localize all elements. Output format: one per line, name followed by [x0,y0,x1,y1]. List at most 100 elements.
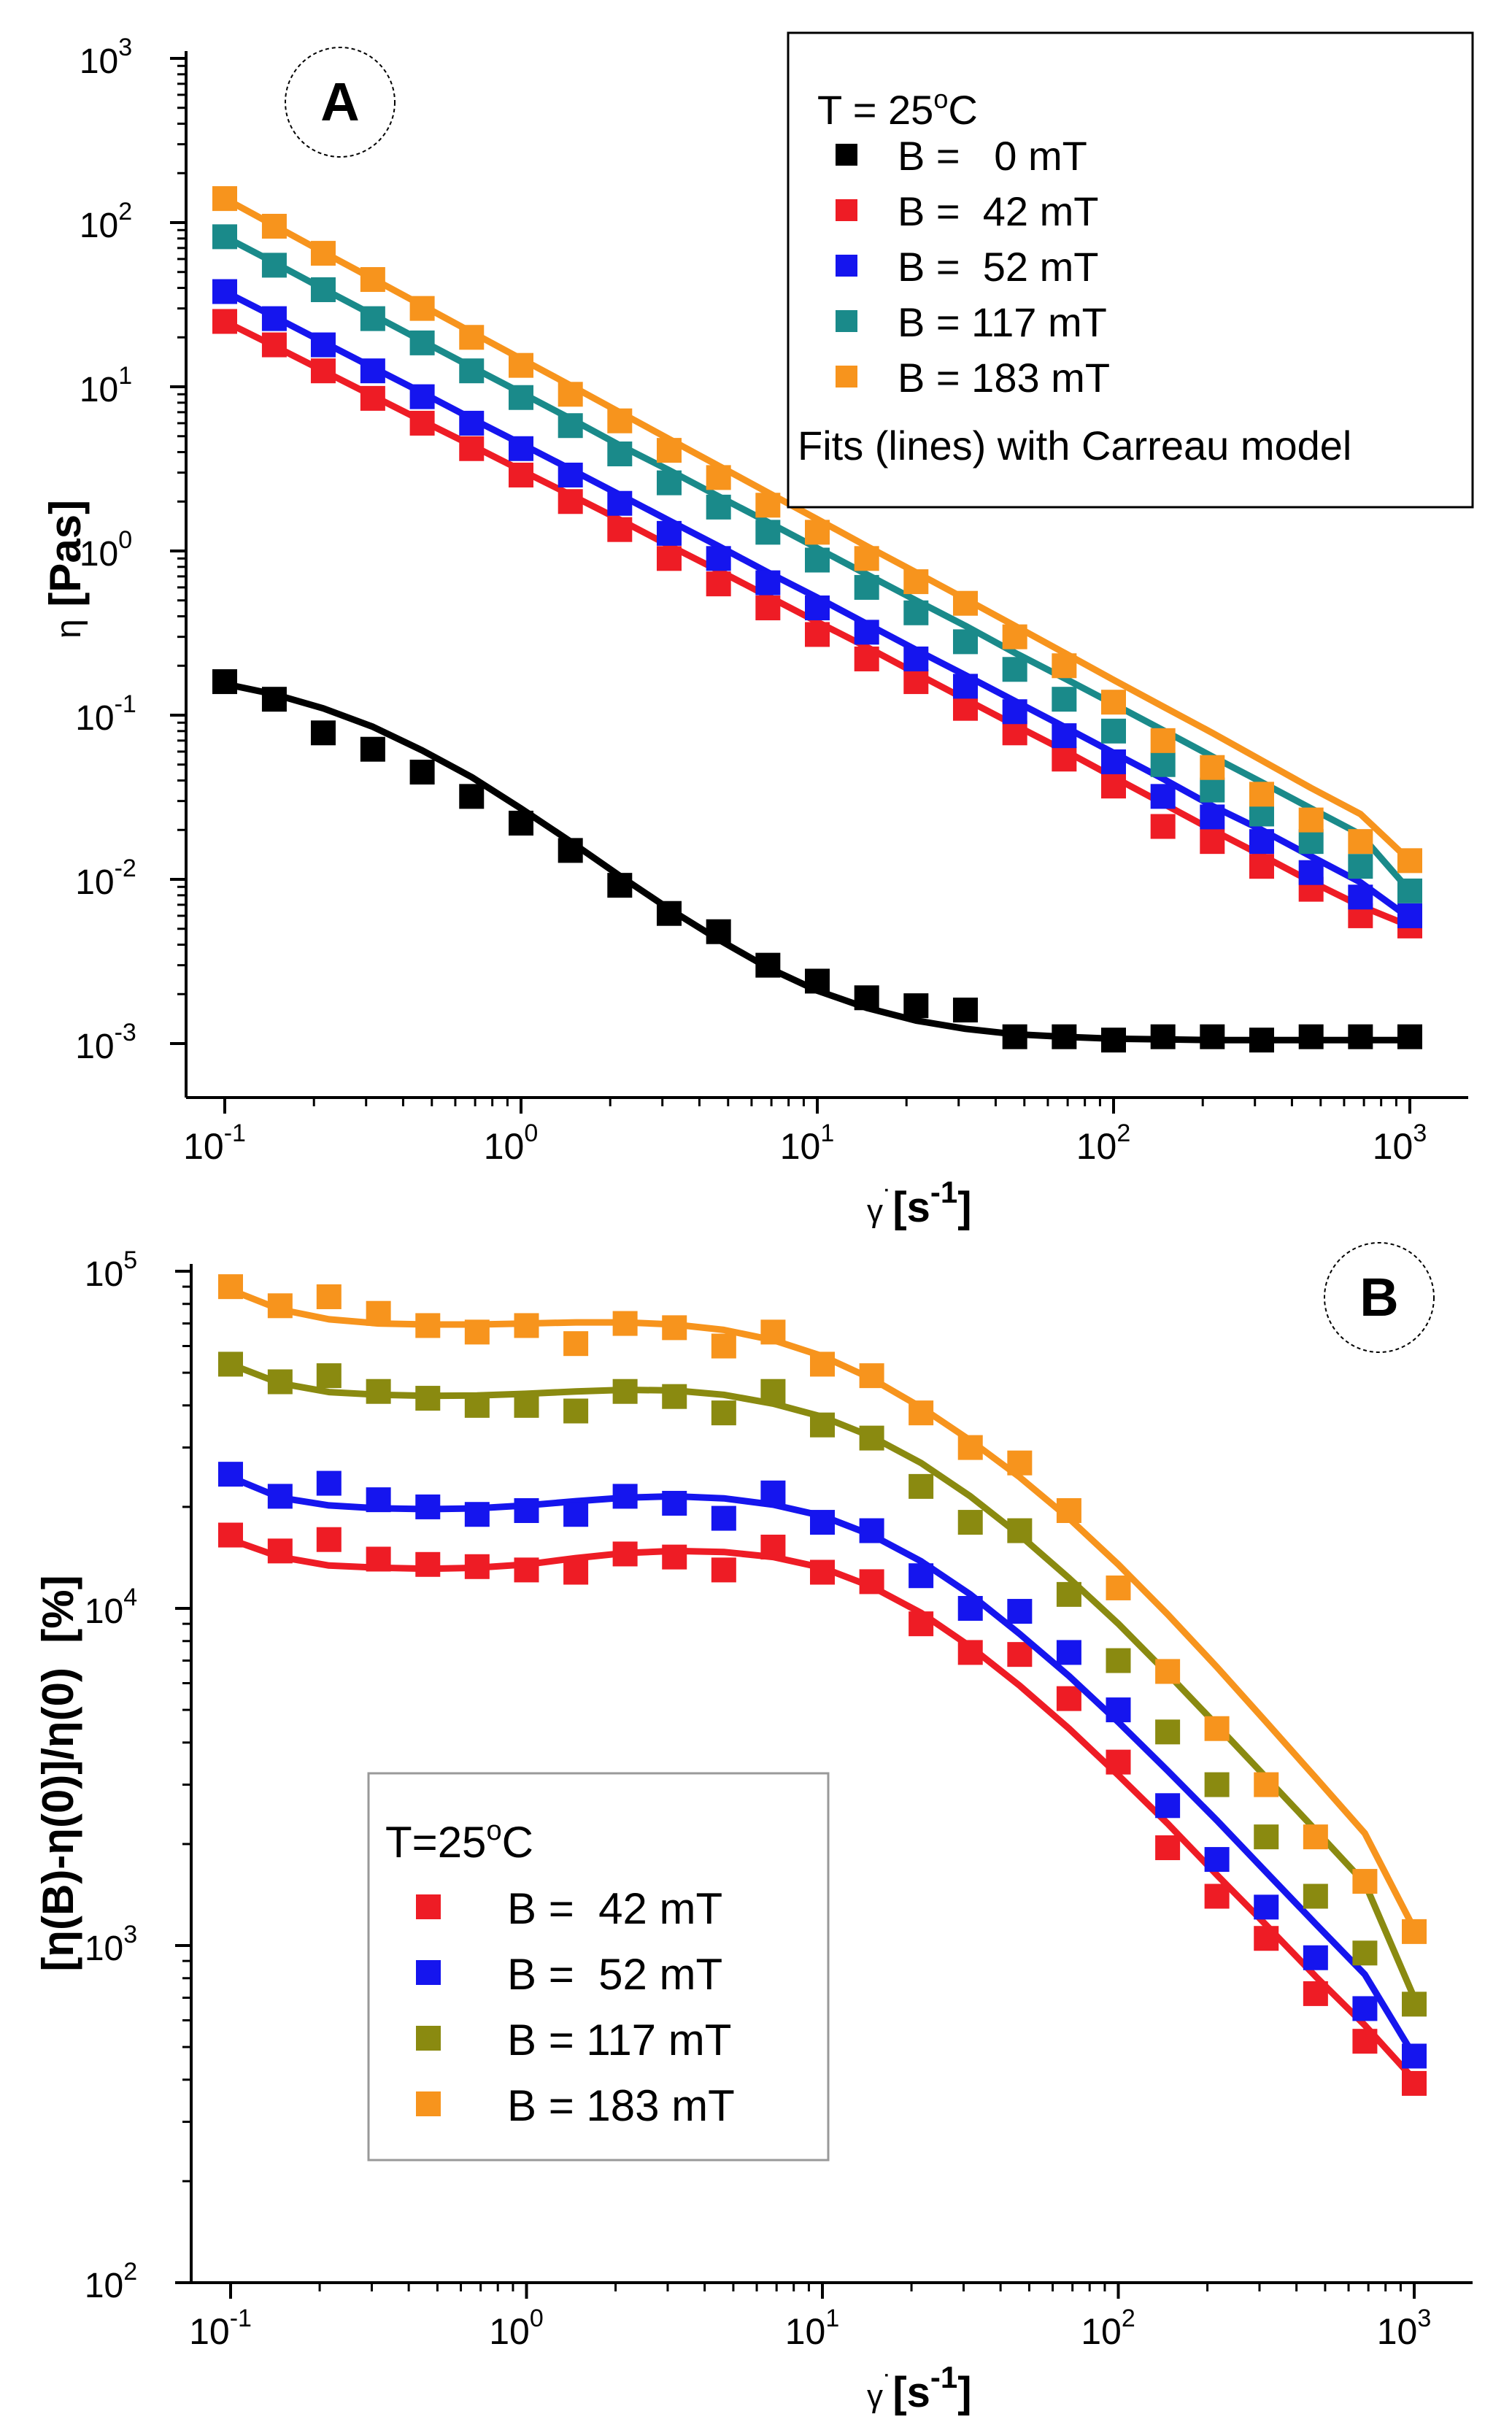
data-point [952,695,978,721]
data-point [558,382,583,407]
data-point [316,1527,342,1552]
data-point [1150,752,1176,777]
series-1 [212,309,1422,938]
data-point [952,590,978,616]
data-point [903,993,929,1019]
y-tick-label: 102 [80,198,132,245]
data-point [1052,1024,1077,1049]
data-point [1254,1894,1279,1920]
data-point [267,1369,293,1395]
data-point [459,358,485,384]
x-tick-base: 10 [1076,1126,1117,1167]
data-point [360,358,385,384]
data-point [415,1551,441,1577]
data-point [409,296,435,321]
legend-label: B = 183 mT [898,355,1110,401]
data-point [261,214,287,239]
x-tick-label: 10-1 [183,1119,246,1167]
panel-label-circle [285,47,396,158]
data-point [952,629,978,655]
panel-label: A [320,72,359,132]
data-point [1007,1599,1033,1624]
data-point [459,784,485,809]
data-point [563,1559,589,1585]
data-point [409,410,435,436]
y-tick-base: 10 [85,1929,123,1968]
data-point [1155,1835,1181,1861]
data-point [1200,804,1225,830]
y-tick-exp: 1 [118,362,132,390]
x-tick-exp: 2 [1116,1119,1130,1147]
legend-label: B = 42 mT [507,1884,722,1933]
x-axis-unit: [s [892,1184,930,1231]
y-tick-label: 10-2 [75,855,136,902]
legend-title: T=25oC [385,1816,533,1867]
data-point [854,574,879,600]
data-point [1002,720,1027,746]
x-tick-exp: 1 [820,1119,834,1147]
y-tick-exp: 3 [123,1921,137,1948]
data-point [957,1640,983,1665]
data-point [509,436,533,461]
legend-box [787,31,1474,509]
y-tick-base: 10 [85,2267,123,2305]
data-point [464,1554,490,1579]
data-point [1397,878,1422,903]
legend-title-post: C [502,1818,533,1867]
data-point [360,385,385,411]
x-axis-unit: [s [892,2369,930,2416]
y-tick-label: 104 [85,1584,137,1631]
y-tick-base: 10 [80,371,118,409]
legend-note: Fits (lines) with Carreau model [798,423,1351,469]
data-point [706,494,731,520]
legend-title: T = 25oC [817,84,978,133]
x-tick-exp: 1 [825,2305,839,2332]
series-3 [212,224,1422,903]
x-tick-label: 10-1 [189,2305,252,2352]
y-axis-symbol: η [50,619,88,639]
data-point [1200,777,1225,803]
y-axis-unit: [Pas] [41,500,90,619]
data-point [509,352,533,378]
data-point [760,1534,786,1559]
data-point [1298,807,1324,833]
data-point [662,1315,687,1341]
data-point [514,1498,539,1524]
x-tick-exp: -1 [230,2305,252,2332]
data-point [310,358,336,384]
data-point [1402,2070,1427,2096]
series-1 [218,1462,1427,2069]
data-point [612,1484,638,1509]
data-point [558,462,583,487]
data-point [459,325,485,350]
data-point [212,279,237,304]
data-point [1106,1697,1131,1723]
data-point [267,1484,293,1509]
data-point [1150,728,1176,753]
data-point [909,1400,934,1426]
data-point [1402,1919,1427,1944]
data-point [1150,784,1176,809]
data-point [310,720,336,746]
x-axis-title: γ˙[s-1] [867,2360,972,2416]
data-point [810,1412,835,1438]
data-point [366,1379,391,1404]
legend-swatch [836,144,857,166]
data-point [706,465,731,490]
data-point [662,1544,687,1570]
data-point [711,1400,736,1426]
data-point [218,1522,243,1548]
data-point [957,1596,983,1621]
data-point [755,595,781,621]
legend-swatch [836,255,857,277]
x-tick-label: 103 [1377,2305,1432,2352]
x-tick-exp: 0 [530,2305,544,2332]
x-tick-base: 10 [489,2311,530,2352]
data-point [1101,749,1126,774]
data-point [854,985,879,1011]
x-axis-close: ] [957,2369,971,2416]
data-point [415,1494,441,1519]
data-point [1052,723,1077,749]
data-point [509,810,533,836]
